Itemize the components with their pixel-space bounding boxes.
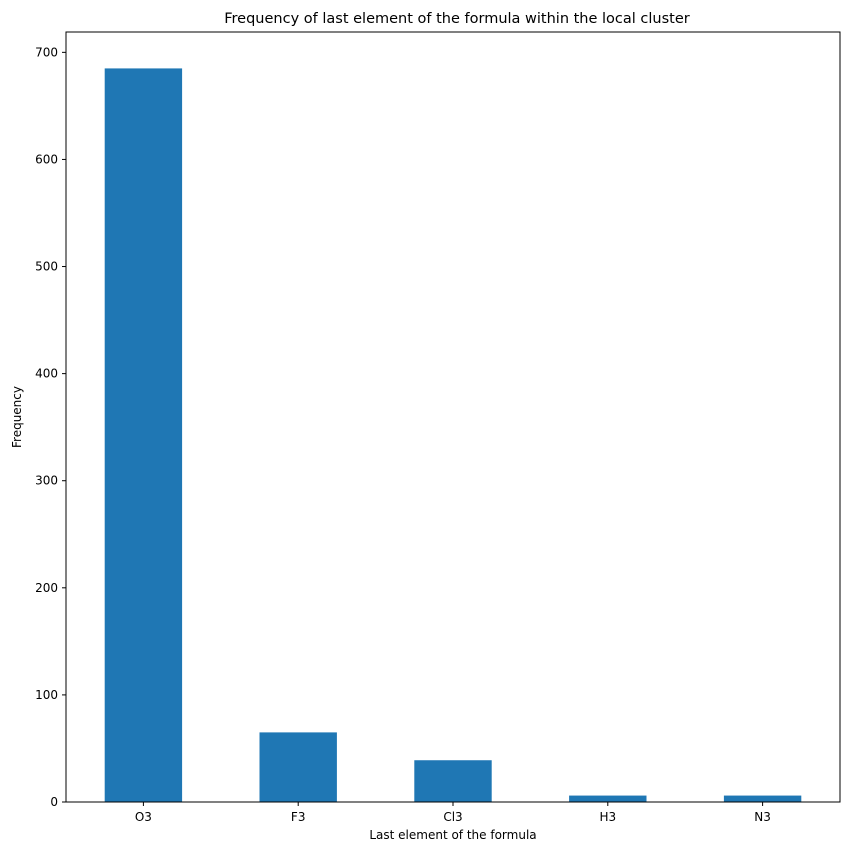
x-tick-label: H3: [599, 810, 616, 824]
bar-n3: [723, 795, 802, 802]
y-tick-label: 300: [35, 474, 58, 488]
bar-f3: [259, 732, 337, 802]
y-tick-label: 400: [35, 367, 58, 381]
bar-cl3: [414, 760, 492, 802]
chart-title: Frequency of last element of the formula…: [224, 11, 690, 27]
bars-group: [104, 68, 802, 802]
plot-frame: [65, 31, 841, 803]
x-tick-label: F3: [291, 810, 306, 824]
y-tick-label: 500: [35, 260, 58, 274]
y-tick-label: 0: [50, 795, 58, 809]
bar-o3: [104, 68, 183, 802]
y-axis-ticks: 0 100 200 300 400 500 600 700: [35, 45, 66, 809]
y-tick-label: 200: [35, 581, 58, 595]
bar-h3: [569, 795, 647, 802]
x-axis-ticks: O3 F3 Cl3 H3 N3: [135, 802, 771, 824]
x-tick-label: N3: [754, 810, 771, 824]
y-axis-label: Frequency: [10, 386, 24, 448]
x-tick-label: O3: [135, 810, 152, 824]
y-tick-label: 100: [35, 688, 58, 702]
y-tick-label: 600: [35, 152, 58, 166]
y-tick-label: 700: [35, 45, 58, 59]
x-tick-label: Cl3: [443, 810, 462, 824]
x-axis-label: Last element of the formula: [369, 828, 536, 842]
